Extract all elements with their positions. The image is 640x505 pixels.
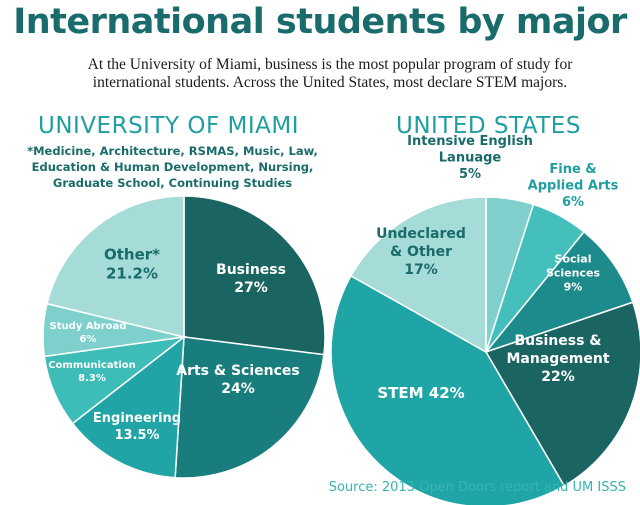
slice-value-label: 27% [234,280,268,296]
chart-title-united-states: UNITED STATES [396,113,581,139]
pie-slice [330,274,566,505]
pie-slice [483,230,634,354]
slice-value-label: 6% [562,195,584,210]
page-title: International students by major [13,2,627,42]
page-subtitle: At the University of Miami, business is … [50,56,610,92]
footnote: *Medicine, Architecture, RSMAS, Music, L… [20,143,325,191]
slice-label: STEM 42% [377,384,464,402]
slice-label: Management [506,351,609,367]
slice-label: Arts & Sciences [176,363,300,379]
slice-value-label: 6% [80,334,97,345]
slice-label: Undeclared [376,226,466,242]
slice-label: Engineering [93,411,181,426]
footnote-line: Education & Human Development, Nursing, [31,160,314,174]
chart-title-university-of-miami: UNIVERSITY OF MIAMI [38,113,299,139]
pie-slice [71,335,185,479]
slice-label: Intensive English [407,134,533,149]
slice-value-label: 5% [459,167,481,182]
slice-value-label: 13.5% [114,428,159,443]
slice-value-label: 21.2% [106,265,158,283]
slice-label: Business [216,262,286,278]
slice-label: Social [555,252,592,265]
slice-label: Other* [104,245,160,263]
pie-slice [46,195,185,338]
slice-label: Fine & [549,162,596,177]
slice-value-label: 24% [221,381,255,397]
footnote-line: *Medicine, Architecture, RSMAS, Music, L… [27,144,318,158]
slice-label: Lanuage [439,151,502,166]
pie-slice [183,195,326,356]
slice-label: & Other [390,244,452,260]
pie-slice [349,196,487,354]
slice-value-label: 9% [564,281,583,294]
footnote-line: Graduate School, Continuing Studies [52,176,293,190]
slice-label: Business & [515,333,602,349]
subtitle-line: international students. Across the Unite… [92,74,568,91]
slice-label: Study Abroad [50,321,127,332]
source-note: Source: 2013 Open Doors report and UM IS… [328,480,626,495]
pie-slice [484,301,640,487]
slice-label: Communication [48,360,136,371]
slice-value-label: 22% [541,369,575,385]
subtitle-line: At the University of Miami, business is … [87,56,573,73]
slice-value-label: 17% [404,262,438,278]
slice-label: Applied Arts [528,179,619,194]
slice-value-label: 8.3% [78,373,106,384]
pie-slice [174,336,325,479]
slice-label: Sciences [546,267,600,280]
